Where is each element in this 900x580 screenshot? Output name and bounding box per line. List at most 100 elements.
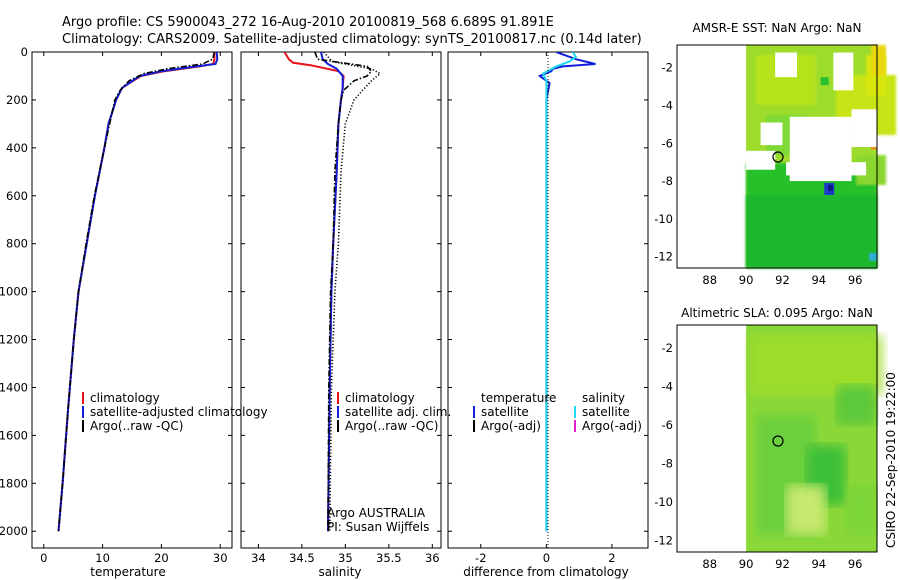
y-tick-label: 600	[6, 189, 28, 203]
series-line	[314, 52, 373, 532]
x-tick-label: 36	[425, 551, 440, 565]
sst-cold-core	[827, 184, 833, 191]
x-tick-label: 35	[338, 551, 353, 565]
x-tick-label: -2	[475, 551, 486, 565]
sst-missing-data	[760, 122, 783, 146]
salinity-panel-frame	[240, 51, 442, 549]
legend-title-salinity: salinity	[582, 391, 625, 405]
x-tick-label: 94	[811, 557, 826, 571]
sst-missing-data	[833, 52, 854, 91]
temperature-panel-frame	[31, 51, 233, 549]
x-tick-label: 92	[775, 557, 790, 571]
x-tick-label: 88	[702, 273, 717, 287]
y-tick-label: 2000	[0, 524, 28, 538]
x-tick-label: 2	[608, 551, 615, 565]
legend-label-argo: Argo(..raw -QC)	[90, 419, 183, 433]
x-tick-label: 0	[40, 551, 47, 565]
y-tick-label: 1000	[0, 285, 28, 299]
legend-label-climatology: climatology	[345, 391, 415, 405]
sla-patch	[786, 485, 827, 535]
legend-label-sal-argo: Argo(-adj)	[582, 419, 642, 433]
y-tick-label: 1400	[0, 380, 28, 394]
y-tick-label: -8	[662, 457, 673, 471]
series-line	[320, 52, 344, 532]
sst-field	[676, 44, 897, 269]
series-line	[283, 52, 345, 532]
series-line	[323, 52, 382, 532]
series-line	[57, 52, 216, 532]
difference-panel-frame	[447, 51, 649, 549]
temperature-legend: climatology satellite-adjusted climatolo…	[82, 391, 268, 433]
y-tick-label: -6	[662, 418, 673, 432]
y-tick-label: 400	[6, 141, 28, 155]
y-tick-label: -12	[654, 250, 673, 264]
y-tick-label: -8	[662, 174, 673, 188]
x-tick-label: 90	[739, 273, 754, 287]
sla-argo-location-marker	[772, 435, 784, 447]
y-tick-label: -2	[662, 61, 673, 75]
x-tick-label: 34	[251, 551, 266, 565]
map-frame-outline	[676, 324, 878, 553]
float-owner-annotation: Argo AUSTRALIA	[327, 506, 426, 520]
sst-missing-data	[851, 109, 877, 148]
x-tick-label: 88	[702, 557, 717, 571]
difference-legend: temperature satellite Argo(-adj) salinit…	[473, 391, 642, 433]
y-tick-label: -10	[654, 495, 673, 509]
y-tick-label: -10	[654, 212, 673, 226]
y-tick-label: -4	[662, 380, 673, 394]
x-tick-label: 92	[775, 273, 790, 287]
y-tick-label: -12	[654, 533, 673, 547]
sst-map-title: AMSR-E SST: NaN Argo: NaN	[692, 21, 861, 35]
salinity-xlabel: salinity	[318, 565, 361, 579]
series-line	[541, 52, 578, 532]
sst-patch	[746, 195, 877, 268]
legend-label-temp-argo: Argo(-adj)	[481, 419, 541, 433]
sst-argo-location-marker	[772, 151, 784, 163]
series-line	[537, 52, 596, 532]
y-tick-label: -2	[662, 341, 673, 355]
x-tick-label: 0	[543, 551, 550, 565]
legend-label-climatology: climatology	[90, 391, 160, 405]
legend-label-sal-satellite: satellite	[582, 405, 630, 419]
legend-title-temperature: temperature	[481, 391, 556, 405]
x-tick-label: 94	[811, 273, 826, 287]
sla-field	[676, 324, 882, 553]
legend-label-satellite-adj: satellite adj. clim.	[345, 405, 451, 419]
pi-annotation: PI: Susan Wijffels	[327, 520, 429, 534]
y-tick-label: 1600	[0, 428, 28, 442]
temperature-series	[57, 52, 219, 532]
x-tick-label: 34.5	[289, 551, 315, 565]
legend-label-satellite-adjusted: satellite-adjusted climatology	[90, 405, 268, 419]
series-line	[57, 52, 216, 532]
y-tick-label: -6	[662, 136, 673, 150]
y-tick-label: 800	[6, 237, 28, 251]
y-tick-label: 200	[6, 93, 28, 107]
map-frame-outline	[676, 44, 878, 269]
temperature-xlabel: temperature	[90, 565, 165, 579]
x-tick-label: 10	[95, 551, 110, 565]
figure-title-line2: Climatology: CARS2009. Satellite-adjuste…	[62, 32, 642, 47]
salinity-legend: climatology satellite adj. clim. Argo(..…	[327, 391, 451, 534]
y-tick-label: 1800	[0, 476, 28, 490]
salinity-series	[283, 52, 382, 532]
difference-xlabel: difference from climatology	[463, 565, 629, 579]
sst-missing-data	[775, 52, 797, 78]
sst-patch	[820, 77, 829, 86]
sst-cyan-patch	[869, 252, 877, 261]
x-tick-label: 96	[848, 557, 863, 571]
sla-patch	[846, 485, 877, 535]
y-tick-label: 0	[21, 45, 28, 59]
series-line	[57, 52, 219, 532]
x-tick-label: 30	[213, 551, 228, 565]
y-tick-label: 1200	[0, 333, 28, 347]
x-tick-label: 20	[154, 551, 169, 565]
x-tick-label: 35.5	[376, 551, 402, 565]
sst-missing-data	[786, 162, 867, 176]
x-tick-label: 90	[739, 557, 754, 571]
credit-stamp: CSIRO 22-Sep-2010 19:22:00	[884, 372, 898, 548]
x-tick-label: 96	[848, 273, 863, 287]
figure-title-line1: Argo profile: CS 5900043_272 16-Aug-2010…	[62, 15, 554, 30]
legend-label-temp-satellite: satellite	[481, 405, 529, 419]
sla-map-title: Altimetric SLA: 0.095 Argo: NaN	[681, 306, 873, 320]
